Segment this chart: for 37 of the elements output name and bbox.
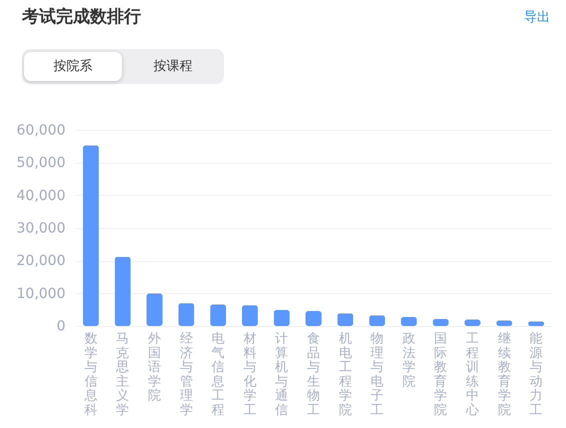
x-tick-label: 经济与管理学 [180,332,193,418]
bar [337,313,354,326]
y-tick-label: 30,000 [16,220,66,236]
x-tick-label: 物理与电子工 [370,332,384,418]
x-tick-label: 电气信息工程 [210,332,225,418]
bar [369,315,386,326]
x-tick-label: 国际教育学院 [434,332,448,418]
bar [146,293,162,326]
x-tick-label: 外国语学院 [148,332,161,404]
x-tick-label: 工程训练中心 [465,332,479,418]
x-tick-label: 数学与信息科 [83,332,98,418]
y-tick-label: 20,000 [16,253,66,270]
x-tick-label: 马克思主义学 [115,332,130,418]
bar [306,310,322,326]
y-tick-label: 60,000 [16,122,66,138]
text: 导出 [524,9,550,26]
text: 按院系 [24,52,122,81]
bar [82,145,99,326]
bar [210,304,226,326]
x-tick-label: 计算机与通信 [275,332,288,418]
bar [178,303,194,326]
x-tick-label: 继续教育学院 [498,332,511,418]
y-tick-label: 40,000 [16,188,66,204]
x-tick-label: 机电工程学院 [338,332,352,418]
x-tick-label: 食品与生物工 [307,332,320,418]
chart-title: 考试完成数排行 [22,6,141,28]
y-tick-label: 50,000 [16,155,66,172]
bar [242,305,258,326]
x-tick-label: 能源与动力工 [530,332,543,418]
x-tick-label: 材料与化学工 [242,332,256,418]
text: 按课程 [152,58,194,76]
bar [274,310,290,326]
bar [400,316,417,326]
y-tick-label: 0 [56,318,66,334]
y-tick-label: 10,000 [16,286,66,302]
bar [114,256,131,326]
x-tick-label: 政法学院 [402,332,416,390]
